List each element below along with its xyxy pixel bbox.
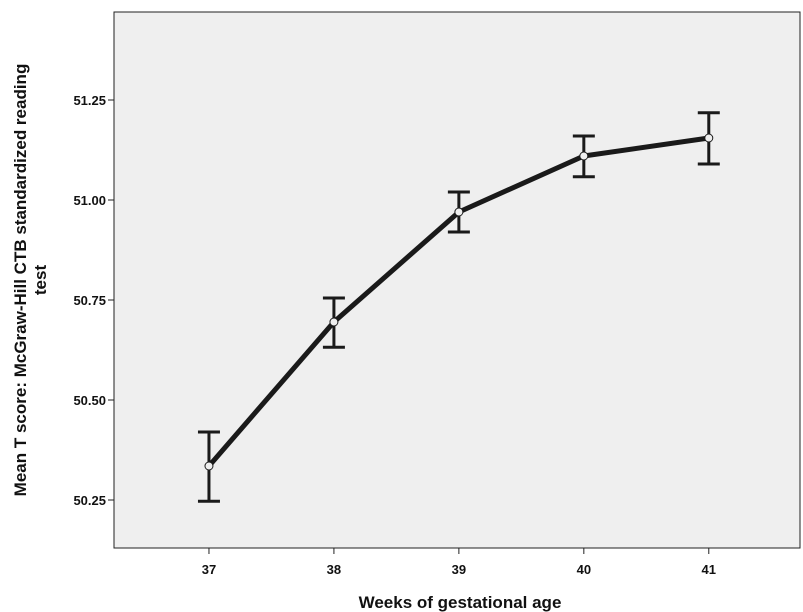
data-markers: [204, 133, 714, 471]
x-tick-label: 37: [202, 562, 216, 577]
x-axis: 37 38 39 40 41: [202, 548, 716, 577]
y-tick-label: 50.25: [73, 493, 106, 508]
y-axis-title-line1: Mean T score: McGraw-Hill CTB standardiz…: [11, 64, 30, 497]
x-tick-label: 38: [327, 562, 341, 577]
data-point: [579, 151, 589, 161]
y-axis: 50.25 50.50 50.75 51.00 51.25: [73, 93, 114, 508]
data-point: [454, 207, 464, 217]
y-tick-label: 50.75: [73, 293, 106, 308]
data-point: [329, 317, 339, 327]
plot-area: [113, 11, 801, 549]
y-tick-label: 50.50: [73, 393, 106, 408]
x-tick-label: 39: [452, 562, 466, 577]
data-point: [204, 461, 214, 471]
x-tick-label: 40: [577, 562, 591, 577]
y-axis-title-line2: test: [31, 265, 50, 296]
y-tick-label: 51.25: [73, 93, 106, 108]
data-point: [704, 133, 714, 143]
x-axis-title: Weeks of gestational age: [359, 593, 562, 612]
x-tick-label: 41: [702, 562, 716, 577]
y-tick-label: 51.00: [73, 193, 106, 208]
